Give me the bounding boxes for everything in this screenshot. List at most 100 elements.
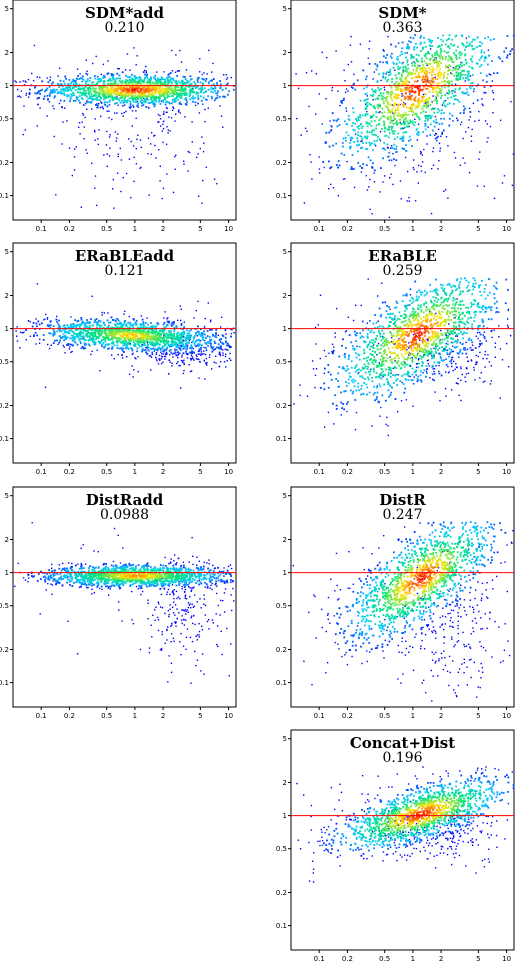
data-point — [170, 95, 173, 98]
data-point — [419, 43, 422, 46]
data-point — [440, 81, 443, 83]
data-point — [384, 76, 387, 79]
data-point — [219, 83, 222, 86]
data-point — [215, 346, 218, 349]
data-point — [432, 150, 434, 153]
data-point — [454, 54, 457, 56]
data-point — [352, 128, 355, 131]
data-point — [140, 332, 143, 334]
data-point — [155, 331, 157, 333]
data-point — [133, 336, 136, 339]
data-point — [427, 63, 430, 66]
data-point — [67, 344, 69, 346]
data-point — [465, 131, 467, 133]
data-point — [431, 45, 434, 47]
data-point — [439, 76, 441, 79]
data-point — [19, 81, 21, 83]
data-point — [161, 82, 164, 85]
data-point — [447, 197, 449, 199]
data-point — [387, 78, 390, 81]
data-point — [126, 53, 129, 55]
data-point — [127, 339, 130, 341]
data-point — [447, 66, 449, 68]
data-point — [426, 64, 428, 67]
data-point — [426, 117, 429, 120]
data-point — [441, 56, 444, 59]
data-point — [392, 132, 395, 135]
data-point — [44, 90, 46, 93]
data-point — [35, 322, 38, 325]
data-point — [146, 317, 148, 319]
data-point — [417, 164, 420, 167]
data-point — [424, 123, 426, 125]
data-point — [68, 332, 71, 334]
data-point — [175, 54, 177, 56]
data-point — [175, 113, 177, 115]
data-point — [21, 332, 23, 334]
data-point — [174, 86, 177, 89]
data-point — [71, 94, 74, 97]
data-point — [220, 361, 222, 363]
data-point — [417, 65, 420, 68]
data-point — [71, 80, 73, 83]
data-point — [140, 315, 143, 317]
data-point — [197, 92, 200, 95]
data-point — [415, 374, 417, 376]
data-point — [141, 105, 143, 107]
data-point — [66, 336, 69, 339]
data-point — [60, 337, 62, 339]
data-point — [112, 73, 115, 76]
data-point — [414, 118, 416, 120]
data-point — [89, 338, 91, 340]
data-point — [185, 69, 188, 71]
data-point — [460, 61, 462, 64]
data-point — [38, 90, 41, 92]
data-point — [380, 167, 382, 169]
data-point — [386, 91, 388, 94]
data-point — [167, 340, 170, 342]
data-point — [330, 166, 333, 169]
data-point — [78, 126, 80, 128]
data-point — [111, 95, 114, 98]
data-point — [329, 120, 331, 122]
data-point — [105, 96, 108, 99]
data-point — [75, 146, 77, 148]
data-point — [190, 346, 193, 348]
data-point — [365, 108, 368, 110]
data-point — [371, 129, 374, 132]
data-point — [169, 361, 171, 363]
data-point — [413, 97, 416, 100]
data-point — [457, 383, 459, 385]
data-point — [164, 103, 167, 106]
data-point — [427, 80, 429, 82]
data-point — [468, 44, 470, 47]
data-point — [147, 106, 150, 109]
data-point — [400, 79, 402, 82]
data-point — [122, 93, 125, 96]
data-point — [412, 91, 414, 93]
data-point — [67, 332, 70, 335]
data-point — [434, 73, 436, 76]
data-point — [74, 81, 77, 83]
data-point — [98, 91, 101, 94]
data-point — [375, 116, 378, 118]
data-point — [83, 326, 86, 328]
data-point — [404, 65, 407, 68]
data-point — [146, 96, 148, 99]
data-point — [153, 335, 156, 338]
data-point — [147, 86, 150, 88]
data-point — [435, 52, 438, 55]
data-point — [434, 54, 436, 57]
data-point — [132, 104, 134, 107]
data-point — [377, 87, 380, 89]
data-point — [459, 51, 462, 53]
data-point — [116, 322, 119, 325]
data-point — [388, 109, 390, 111]
data-point — [383, 50, 385, 52]
data-point — [199, 87, 202, 90]
data-point — [506, 56, 508, 59]
data-point — [157, 121, 159, 123]
data-point — [97, 107, 99, 109]
data-point — [390, 145, 393, 147]
